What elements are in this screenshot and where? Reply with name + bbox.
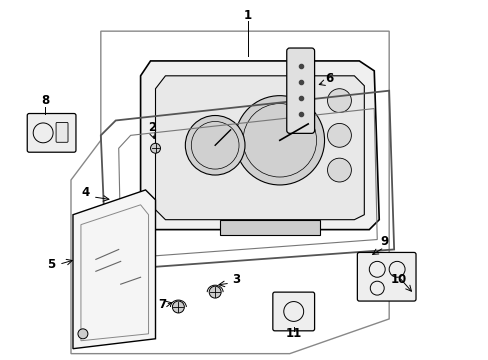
Circle shape xyxy=(172,301,184,313)
Text: 1: 1 xyxy=(244,9,251,22)
Text: 7: 7 xyxy=(158,297,166,311)
Text: 3: 3 xyxy=(231,273,240,286)
Circle shape xyxy=(209,286,221,298)
Circle shape xyxy=(185,116,244,175)
Text: 4: 4 xyxy=(81,186,90,199)
Polygon shape xyxy=(220,220,319,235)
FancyBboxPatch shape xyxy=(56,122,68,142)
Text: 8: 8 xyxy=(41,94,49,107)
FancyBboxPatch shape xyxy=(27,113,76,152)
FancyBboxPatch shape xyxy=(272,292,314,331)
FancyBboxPatch shape xyxy=(357,252,415,301)
Text: 10: 10 xyxy=(390,273,407,286)
Polygon shape xyxy=(155,76,364,220)
Text: 5: 5 xyxy=(47,258,55,271)
Text: 6: 6 xyxy=(325,72,333,85)
Circle shape xyxy=(78,329,88,339)
Text: 11: 11 xyxy=(285,327,301,340)
Polygon shape xyxy=(141,61,379,230)
Circle shape xyxy=(150,143,160,153)
FancyBboxPatch shape xyxy=(286,48,314,133)
Text: 2: 2 xyxy=(148,121,156,134)
Circle shape xyxy=(327,158,351,182)
Text: 9: 9 xyxy=(379,235,387,248)
Circle shape xyxy=(327,123,351,147)
Circle shape xyxy=(327,89,351,113)
Circle shape xyxy=(235,96,324,185)
Polygon shape xyxy=(73,190,155,349)
